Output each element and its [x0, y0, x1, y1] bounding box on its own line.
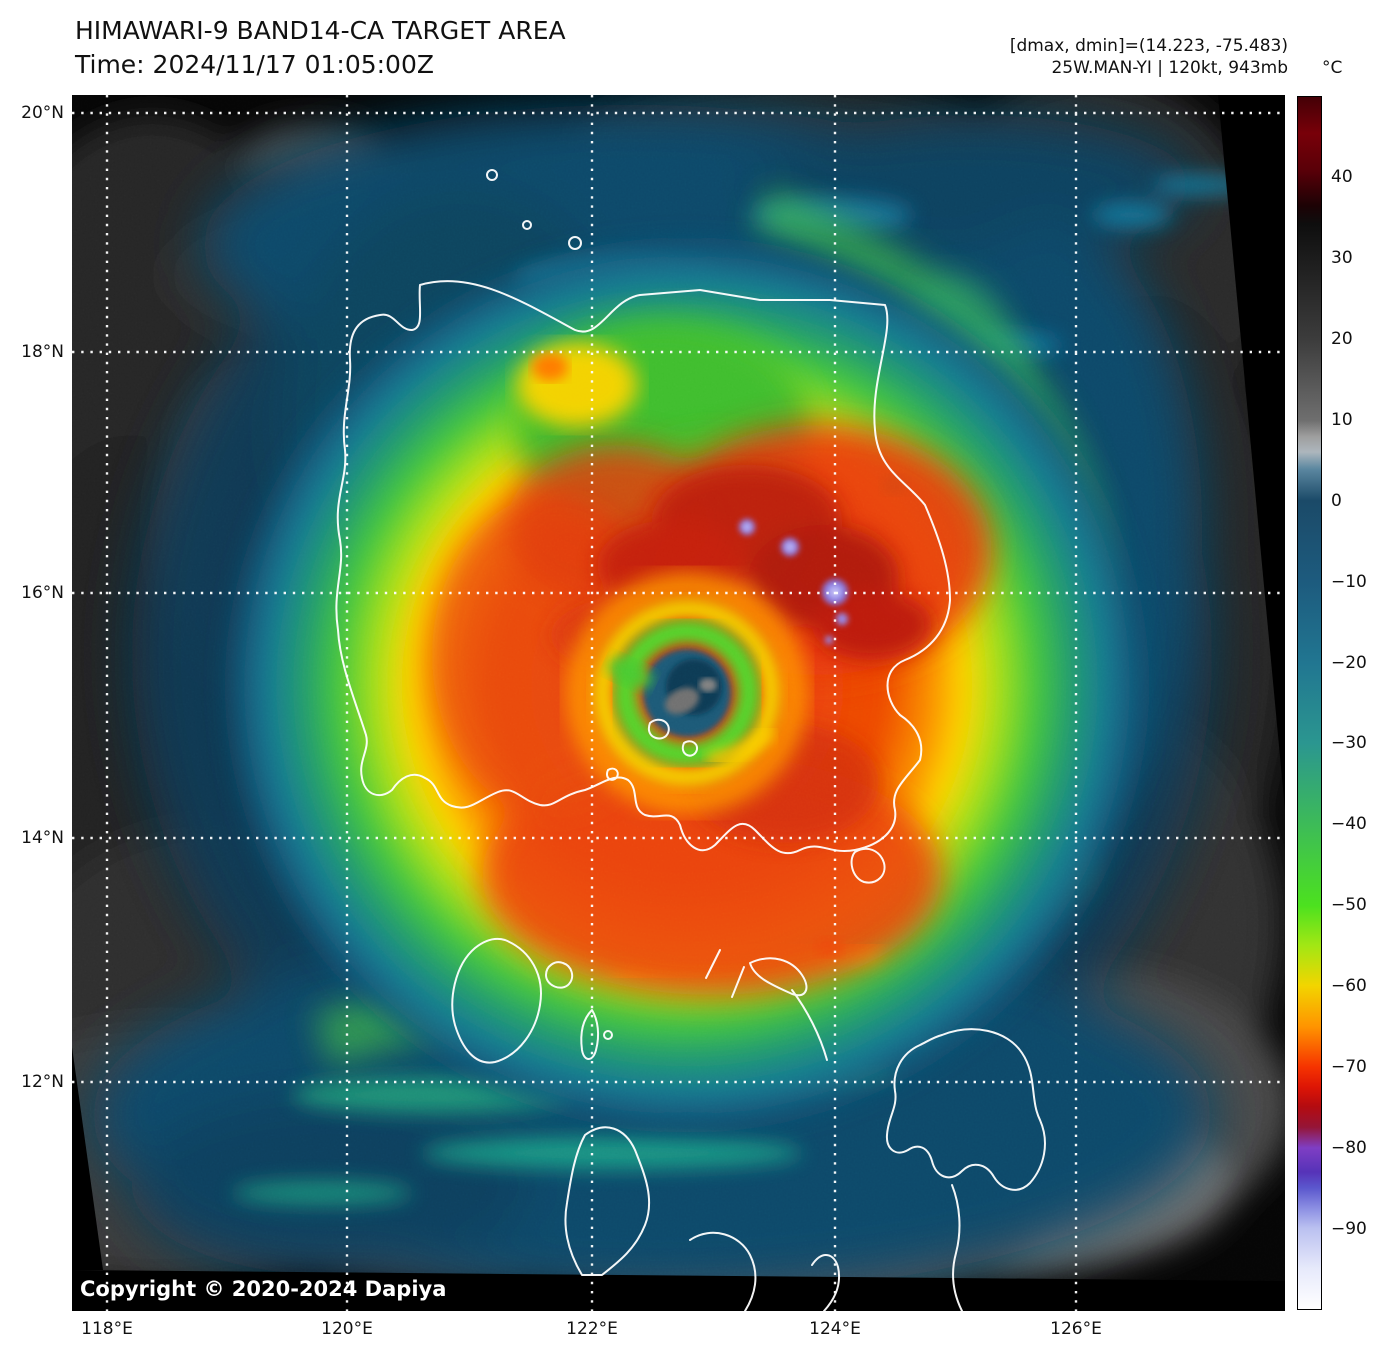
colorbar-tick-label: −20 [1331, 652, 1367, 673]
colorbar-tick-label: 40 [1331, 166, 1353, 187]
copyright-text: Copyright © 2020-2024 Dapiya [80, 1277, 447, 1301]
figure-time: Time: 2024/11/17 01:05:00Z [75, 50, 434, 79]
lon-tick-label: 126°E [1050, 1319, 1102, 1339]
colorbar-tick-label: 10 [1331, 409, 1353, 430]
satellite-image [72, 95, 1285, 1311]
colorbar-tick-label: 20 [1331, 328, 1353, 349]
colorbar-tick-label: 0 [1331, 490, 1342, 511]
colorbar-tick-label: −10 [1331, 571, 1367, 592]
colorbar-tick-label: −40 [1331, 814, 1367, 835]
colorbar-unit-label: °C [1322, 58, 1343, 78]
lat-tick-label: 20°N [21, 103, 64, 123]
colorbar-tick-label: 30 [1331, 247, 1353, 268]
lon-tick-label: 124°E [809, 1319, 861, 1339]
colorbar-tick-label: −90 [1331, 1219, 1367, 1240]
lat-tick-label: 18°N [21, 342, 64, 362]
colorbar-tick-label: −50 [1331, 895, 1367, 916]
graticule [72, 95, 1285, 1311]
colorbar-tick-label: −30 [1331, 733, 1367, 754]
swath-edge-wedges [72, 95, 1285, 1311]
coastlines [335, 169, 1046, 1311]
noise-texture [72, 95, 1285, 1311]
dmax-dmin-annotation: [dmax, dmin]=(14.223, -75.483) [1009, 36, 1288, 56]
lon-tick-label: 122°E [566, 1319, 618, 1339]
lat-tick-label: 14°N [21, 828, 64, 848]
lat-tick-label: 12°N [21, 1072, 64, 1092]
colorbar-tick-label: −60 [1331, 976, 1367, 997]
temperature-colorbar [1297, 96, 1322, 1310]
colorbar-tick-label: −70 [1331, 1057, 1367, 1078]
lon-tick-label: 118°E [81, 1319, 133, 1339]
satellite-map: Copyright © 2020-2024 Dapiya [72, 95, 1285, 1311]
storm-annotation: 25W.MAN-YI | 120kt, 943mb [1051, 58, 1288, 78]
lat-tick-label: 16°N [21, 583, 64, 603]
figure-title: HIMAWARI-9 BAND14-CA TARGET AREA [75, 16, 566, 45]
colorbar-tick-label: −80 [1331, 1138, 1367, 1159]
lon-tick-label: 120°E [321, 1319, 373, 1339]
